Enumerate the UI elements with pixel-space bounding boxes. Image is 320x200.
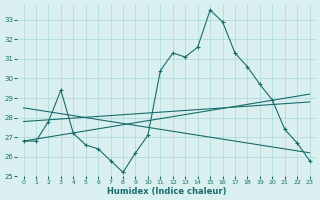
- X-axis label: Humidex (Indice chaleur): Humidex (Indice chaleur): [107, 187, 226, 196]
